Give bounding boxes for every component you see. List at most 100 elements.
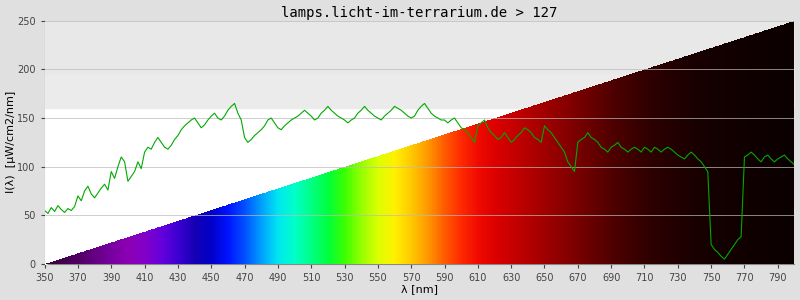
Bar (576, 92, 577, 264)
Bar (285, 186, 286, 264)
Bar (653, 67, 654, 264)
Bar (388, 152, 389, 264)
Bar (543, 102, 544, 264)
Bar (354, 164, 355, 264)
Bar (709, 49, 710, 264)
Bar (522, 109, 523, 264)
Bar (205, 212, 206, 264)
Bar (453, 132, 454, 264)
Bar (614, 79, 615, 264)
Bar (596, 85, 597, 264)
Bar (506, 114, 507, 264)
Bar (115, 241, 116, 264)
Bar (690, 55, 691, 264)
Bar (180, 220, 181, 264)
X-axis label: λ [nm]: λ [nm] (401, 284, 438, 294)
Bar (417, 143, 418, 264)
Bar (328, 172, 329, 264)
Bar (485, 121, 486, 264)
Bar (100, 246, 101, 264)
Bar (595, 85, 596, 264)
Bar (777, 26, 778, 264)
Bar (333, 170, 334, 264)
Bar (654, 66, 655, 264)
Bar (760, 32, 761, 264)
Bar (330, 171, 331, 264)
Bar (185, 219, 186, 264)
Bar (249, 198, 250, 264)
Bar (94, 248, 95, 264)
Bar (677, 59, 678, 264)
Bar (521, 110, 522, 264)
Bar (256, 196, 257, 264)
Bar (720, 45, 721, 264)
Bar (93, 248, 94, 264)
Bar (587, 88, 589, 264)
Bar (733, 41, 734, 264)
Bar (143, 232, 144, 264)
Bar (723, 44, 724, 264)
Bar (199, 214, 200, 264)
Bar (621, 77, 622, 264)
Bar (656, 66, 657, 264)
Bar (190, 217, 191, 264)
Bar (602, 83, 603, 264)
Bar (572, 93, 573, 264)
Bar (287, 185, 288, 264)
Bar (457, 130, 458, 264)
Bar (718, 45, 719, 264)
Bar (438, 136, 439, 264)
Bar (240, 201, 241, 264)
Bar (306, 179, 307, 264)
Bar (544, 102, 545, 264)
Bar (88, 250, 89, 264)
Bar (603, 83, 604, 264)
Bar (76, 254, 77, 264)
Bar (294, 183, 295, 264)
Bar (410, 145, 411, 264)
Bar (480, 123, 481, 264)
Y-axis label: I(λ)  [µW/cm2/nm]: I(λ) [µW/cm2/nm] (6, 91, 15, 194)
Bar (617, 78, 618, 264)
Bar (517, 111, 518, 264)
Bar (546, 101, 547, 264)
Bar (531, 106, 532, 264)
Bar (337, 169, 338, 264)
Bar (401, 148, 402, 264)
Bar (512, 112, 513, 264)
Bar (648, 68, 649, 264)
Bar (399, 149, 400, 264)
Bar (189, 217, 190, 264)
Bar (299, 182, 300, 264)
Bar (554, 99, 555, 264)
Bar (386, 153, 387, 264)
Bar (633, 73, 634, 264)
Bar (740, 38, 741, 264)
Bar (275, 189, 276, 264)
Bar (134, 235, 135, 264)
Bar (270, 191, 271, 264)
Bar (560, 97, 561, 264)
Bar (389, 152, 390, 264)
Bar (233, 203, 234, 264)
Bar (441, 136, 442, 264)
Bar (288, 185, 289, 264)
Bar (631, 74, 632, 264)
Bar (332, 171, 333, 264)
Bar (722, 44, 723, 264)
Bar (755, 33, 756, 264)
Bar (363, 160, 364, 264)
Bar (355, 163, 356, 264)
Bar (239, 201, 240, 264)
Bar (150, 230, 151, 264)
Bar (85, 251, 86, 264)
Bar (236, 202, 237, 264)
Bar (131, 236, 132, 264)
Bar (691, 54, 692, 264)
Bar (464, 128, 465, 264)
Bar (766, 30, 767, 264)
Bar (279, 188, 280, 264)
Bar (501, 116, 502, 264)
Bar (773, 28, 774, 264)
Bar (453, 132, 454, 264)
